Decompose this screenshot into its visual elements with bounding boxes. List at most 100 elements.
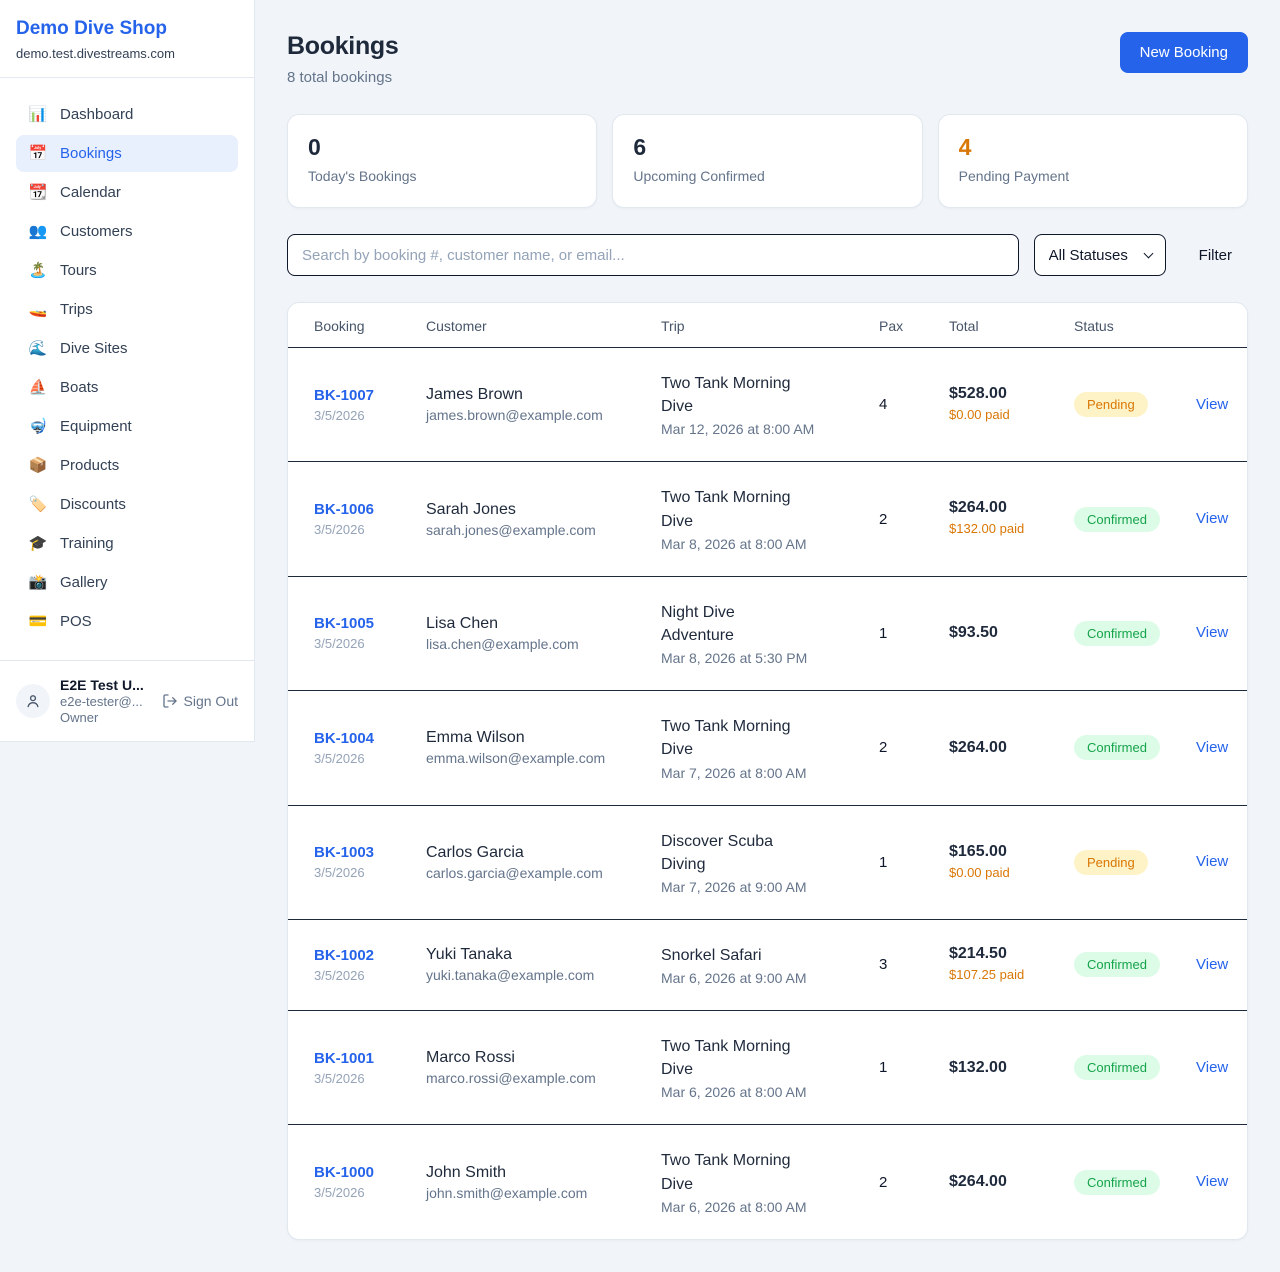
trip-datetime: Mar 6, 2026 at 8:00 AM (661, 1198, 807, 1215)
view-link[interactable]: View (1196, 510, 1229, 528)
booking-id-link[interactable]: BK-1001 (314, 1049, 375, 1067)
filter-button[interactable]: Filter (1183, 237, 1248, 274)
sidebar-item-products[interactable]: 📦 Products (16, 447, 238, 484)
booking-date: 3/5/2026 (314, 865, 365, 881)
view-link[interactable]: View (1196, 624, 1229, 642)
status-badge: Confirmed (1074, 735, 1160, 761)
booking-id-link[interactable]: BK-1002 (314, 946, 375, 964)
stat-value: 4 (958, 134, 972, 160)
trip-name: Two Tank Morning Dive (661, 489, 791, 530)
booking-row: BK-1007 3/5/2026 James Brown james.brown… (288, 346, 1247, 462)
sidebar-item-equipment[interactable]: 🤿 Equipment (16, 408, 238, 445)
tag-icon: 🏷️ (28, 496, 48, 513)
booking-date: 3/5/2026 (314, 407, 365, 423)
booking-id-link[interactable]: BK-1006 (314, 501, 375, 519)
user-email: e2e-tester@... (60, 694, 143, 709)
booking-date: 3/5/2026 (314, 1070, 365, 1086)
paid-amount: $132.00 paid (949, 521, 1025, 537)
sidebar-item-gallery[interactable]: 📸 Gallery (16, 564, 238, 601)
column-header-customer: Customer (426, 318, 487, 334)
customer-name: Sarah Jones (426, 500, 516, 518)
sidebar-item-label: Boats (60, 379, 99, 396)
view-link[interactable]: View (1196, 1173, 1229, 1191)
customer-email: yuki.tanaka@example.com (426, 967, 595, 984)
view-link[interactable]: View (1196, 853, 1229, 871)
sidebar-divider (0, 77, 254, 78)
view-link[interactable]: View (1196, 738, 1229, 756)
booking-id-link[interactable]: BK-1007 (314, 386, 375, 404)
sidebar: Demo Dive Shop demo.test.divestreams.com… (0, 0, 255, 742)
sidebar-item-bookings[interactable]: 📅 Bookings (16, 135, 238, 172)
sidebar-item-label: Trips (60, 301, 93, 318)
sidebar-item-calendar[interactable]: 📆 Calendar (16, 174, 238, 211)
person-icon (27, 695, 39, 708)
pax-count: 2 (879, 690, 949, 805)
wave-icon: 🌊 (28, 340, 48, 357)
credit-card-icon: 💳 (28, 613, 48, 630)
booking-row: BK-1002 3/5/2026 Yuki Tanaka yuki.tanaka… (288, 918, 1247, 1011)
paid-amount: $0.00 paid (949, 407, 1010, 423)
status-select[interactable]: All Statuses (1033, 234, 1166, 276)
trip-name: Snorkel Safari (661, 946, 762, 964)
pax-count: 1 (879, 1010, 949, 1125)
bar-chart-icon: 📊 (28, 106, 48, 123)
total-amount: $528.00 (949, 385, 1007, 403)
booking-date: 3/5/2026 (314, 1185, 365, 1201)
user-panel: E2E Test U... e2e-tester@... Owner Sign … (0, 661, 254, 741)
total-amount: $93.50 (949, 624, 998, 642)
sidebar-item-trips[interactable]: 🚤 Trips (16, 291, 238, 328)
sidebar-nav: 📊 Dashboard 📅 Bookings 📆 Calendar 👥 Cust… (0, 78, 254, 660)
bookings-table: Booking Customer Trip Pax Total Status B… (288, 303, 1247, 1239)
customer-name: James Brown (426, 386, 523, 404)
booking-row: BK-1003 3/5/2026 Carlos Garcia carlos.ga… (288, 804, 1247, 920)
calendar-icon: 📅 (28, 145, 48, 162)
user-info: E2E Test U... e2e-tester@... Owner (60, 677, 144, 725)
column-header-pax: Pax (879, 318, 904, 334)
sign-out-button[interactable]: Sign Out (162, 693, 238, 709)
stat-card-upcoming-confirmed: 6 Upcoming Confirmed (612, 114, 923, 208)
column-header-booking: Booking (314, 318, 365, 334)
booking-id-link[interactable]: BK-1004 (314, 729, 375, 747)
sidebar-item-training[interactable]: 🎓 Training (16, 525, 238, 562)
sidebar-item-tours[interactable]: 🏝️ Tours (16, 252, 238, 289)
tear-off-calendar-icon: 📆 (28, 184, 48, 201)
paid-amount: $107.25 paid (949, 967, 1025, 983)
pax-count: 2 (879, 1124, 949, 1239)
status-badge: Confirmed (1074, 952, 1160, 978)
sidebar-item-label: Dive Sites (60, 340, 128, 357)
sign-out-icon (162, 694, 177, 708)
booking-id-link[interactable]: BK-1005 (314, 615, 375, 633)
user-name: E2E Test U... (60, 677, 144, 693)
pax-count: 4 (879, 346, 949, 462)
filter-bar: All Statuses Filter (287, 234, 1248, 276)
total-amount: $214.50 (949, 945, 1007, 963)
sidebar-item-discounts[interactable]: 🏷️ Discounts (16, 486, 238, 523)
booking-row: BK-1001 3/5/2026 Marco Rossi marco.rossi… (288, 1010, 1247, 1125)
view-link[interactable]: View (1196, 1058, 1229, 1076)
sidebar-item-boats[interactable]: ⛵ Boats (16, 369, 238, 406)
trip-name: Two Tank Morning Dive (661, 1152, 791, 1193)
sidebar-item-dashboard[interactable]: 📊 Dashboard (16, 96, 238, 133)
sidebar-item-customers[interactable]: 👥 Customers (16, 213, 238, 250)
view-link[interactable]: View (1196, 395, 1229, 413)
sidebar-item-dive-sites[interactable]: 🌊 Dive Sites (16, 330, 238, 367)
pax-count: 1 (879, 804, 949, 920)
trip-datetime: Mar 8, 2026 at 8:00 AM (661, 535, 807, 552)
sidebar-item-label: Equipment (60, 418, 132, 435)
new-booking-button[interactable]: New Booking (1119, 32, 1248, 73)
user-role: Owner (60, 710, 99, 725)
search-input[interactable] (287, 234, 1019, 276)
booking-id-link[interactable]: BK-1000 (314, 1164, 375, 1182)
stat-label: Pending Payment (958, 168, 1070, 184)
stat-label: Upcoming Confirmed (633, 168, 765, 184)
shop-name[interactable]: Demo Dive Shop (16, 18, 167, 39)
sidebar-item-label: Discounts (60, 496, 126, 513)
customer-email: marco.rossi@example.com (426, 1070, 596, 1087)
sidebar-item-pos[interactable]: 💳 POS (16, 603, 238, 640)
view-link[interactable]: View (1196, 955, 1229, 973)
booking-id-link[interactable]: BK-1003 (314, 844, 375, 862)
people-icon: 👥 (28, 223, 48, 240)
trip-datetime: Mar 7, 2026 at 9:00 AM (661, 878, 807, 895)
sidebar-item-label: Bookings (60, 145, 122, 162)
